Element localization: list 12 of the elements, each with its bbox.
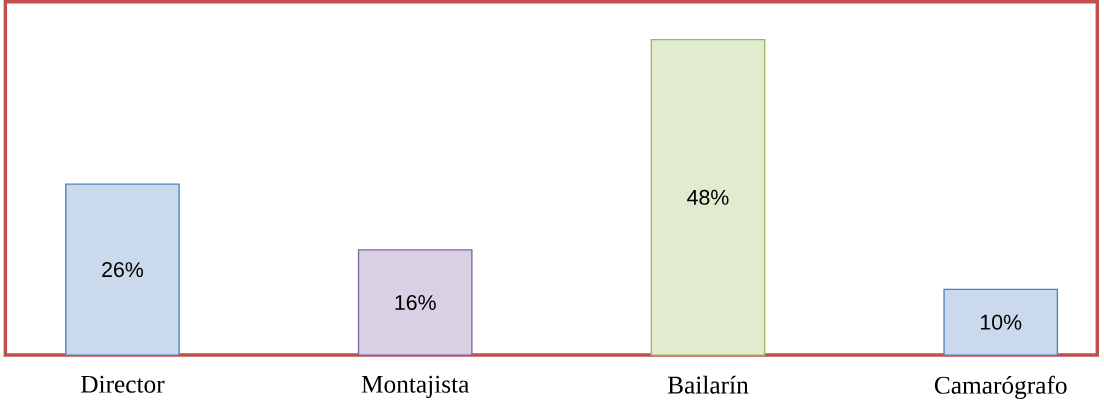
data-label: 10%: [981, 314, 1022, 330]
data-label: 48%: [687, 189, 729, 206]
bar: [357, 249, 473, 356]
x-tick-label: Montajista: [361, 375, 470, 399]
x-tick-label: Director: [80, 375, 165, 393]
bar: [65, 183, 180, 356]
bar: [943, 288, 1059, 356]
bar: [650, 39, 766, 356]
x-tick-label: Camarógrafo: [934, 375, 1067, 400]
x-tick-label: Bailarín: [667, 375, 749, 394]
data-label: 16%: [395, 295, 436, 311]
data-label: 26%: [102, 262, 144, 278]
